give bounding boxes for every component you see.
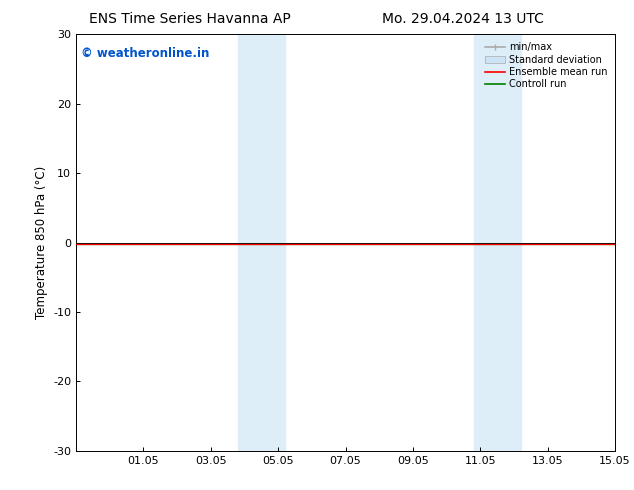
Text: © weatheronline.in: © weatheronline.in xyxy=(81,47,210,60)
Legend: min/max, Standard deviation, Ensemble mean run, Controll run: min/max, Standard deviation, Ensemble me… xyxy=(482,39,610,92)
Bar xyxy=(474,34,521,451)
Text: ENS Time Series Havanna AP: ENS Time Series Havanna AP xyxy=(89,12,291,26)
Y-axis label: Temperature 850 hPa (°C): Temperature 850 hPa (°C) xyxy=(34,166,48,319)
Text: Mo. 29.04.2024 13 UTC: Mo. 29.04.2024 13 UTC xyxy=(382,12,544,26)
Bar xyxy=(238,34,285,451)
